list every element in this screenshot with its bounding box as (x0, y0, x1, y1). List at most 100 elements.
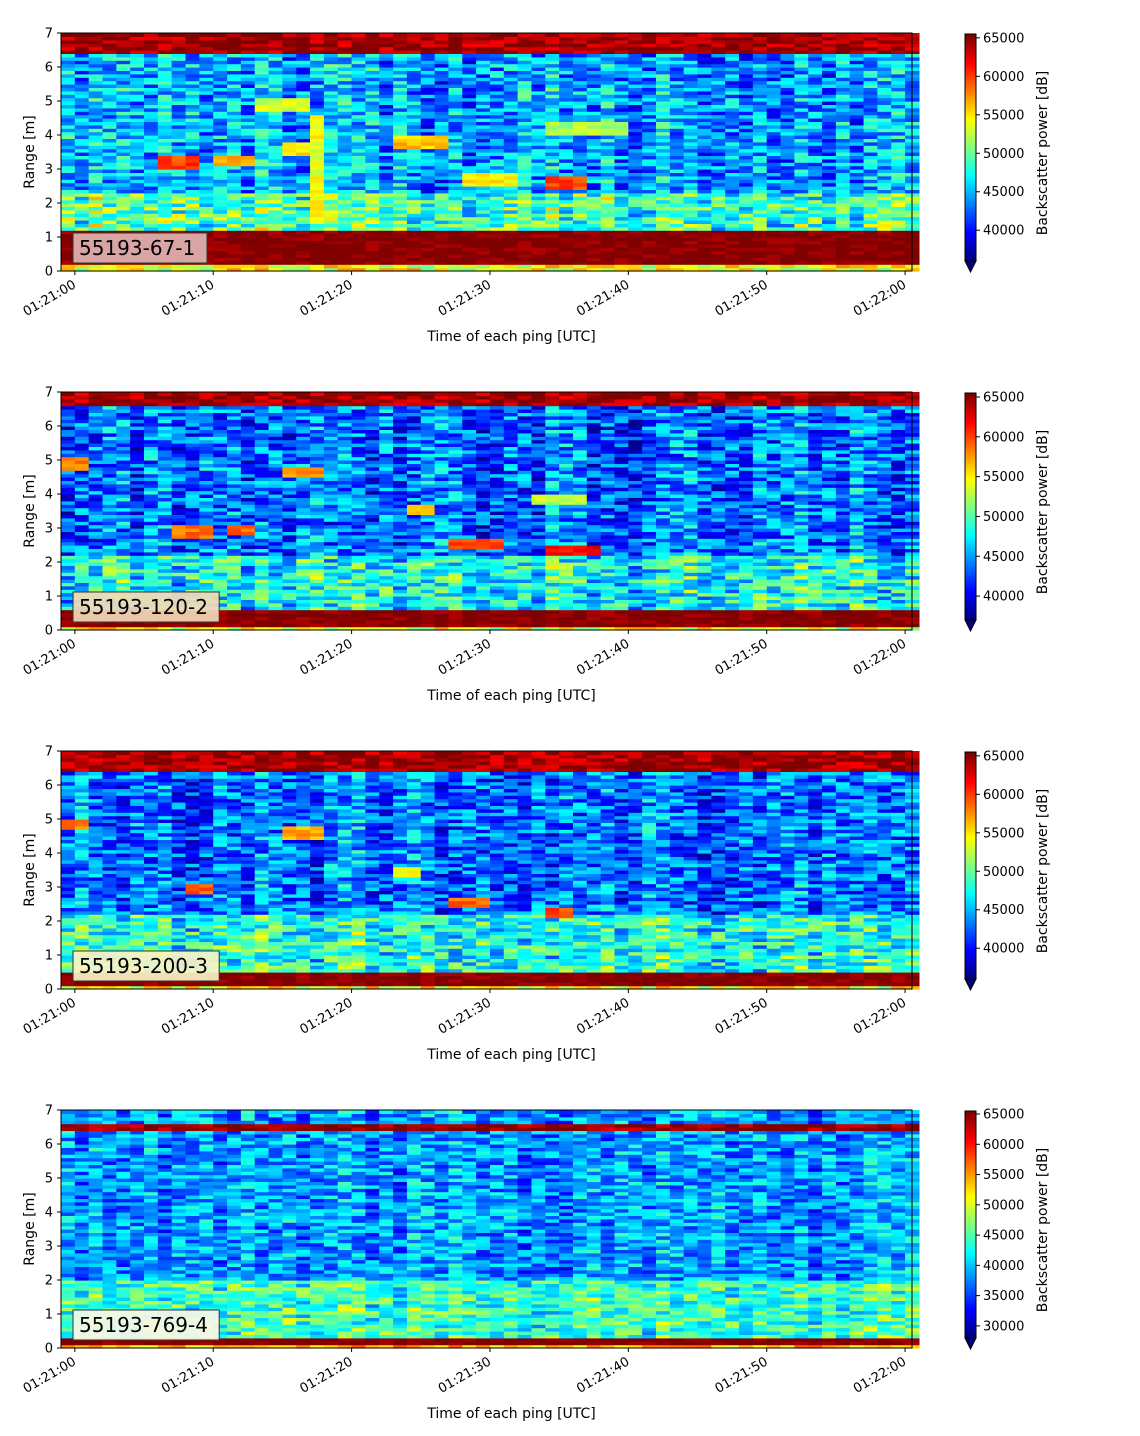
heatmap-cell (185, 189, 200, 194)
heatmap-cell (891, 36, 906, 41)
heatmap-cell (130, 422, 145, 427)
heatmap-cell (628, 158, 643, 163)
heatmap-cell (434, 56, 450, 61)
heatmap-cell (268, 220, 283, 224)
heatmap-cell (157, 107, 173, 112)
heatmap-cell (199, 220, 214, 224)
heatmap-cell (725, 223, 740, 228)
heatmap-cell (199, 148, 214, 153)
heatmap-cell (199, 230, 214, 235)
heatmap-cell (891, 63, 906, 68)
heatmap-cell (185, 267, 200, 272)
heatmap-cell (476, 80, 491, 85)
heatmap-cell (517, 189, 533, 194)
heatmap-cell (697, 131, 712, 136)
heatmap-cell (144, 56, 159, 61)
heatmap-cell (711, 39, 726, 44)
heatmap-cell (559, 124, 574, 129)
heatmap-cell (600, 148, 616, 153)
heatmap-cell (531, 220, 546, 224)
heatmap-cell (822, 114, 837, 119)
heatmap-cell (185, 111, 200, 116)
heatmap-cell (268, 267, 283, 272)
heatmap-cell (213, 90, 228, 95)
heatmap-cell (74, 555, 90, 560)
heatmap-cell (130, 460, 145, 464)
heatmap-cell (310, 206, 325, 211)
heatmap-cell (752, 104, 768, 109)
heatmap-cell (697, 233, 712, 238)
heatmap-cell (725, 254, 740, 258)
heatmap-cell (88, 169, 104, 173)
heatmap-cell (130, 483, 145, 488)
heatmap-cell (835, 233, 851, 238)
heatmap-cell (130, 541, 145, 546)
heatmap-cell (849, 60, 865, 65)
colorbar-segment (965, 129, 976, 133)
heatmap-cell (282, 233, 297, 238)
heatmap-cell (725, 247, 740, 252)
heatmap-cell (628, 237, 643, 241)
heatmap-cell (116, 267, 131, 272)
heatmap-cell (891, 186, 906, 190)
heatmap-cell (171, 84, 187, 88)
heatmap-cell (130, 220, 145, 224)
heatmap-cell (863, 165, 879, 170)
heatmap-cell (669, 175, 685, 180)
heatmap-cell (296, 43, 311, 48)
heatmap-cell (752, 67, 768, 71)
heatmap-cell (420, 104, 436, 109)
heatmap-cell (572, 73, 588, 78)
heatmap-cell (240, 233, 256, 238)
heatmap-cell (725, 118, 740, 122)
heatmap-cell (61, 470, 76, 475)
colorbar-segment (965, 204, 976, 208)
heatmap-cell (337, 220, 353, 224)
colorbar-tick-label: 45000 (983, 185, 1024, 200)
heatmap-cell (877, 84, 892, 88)
colorbar-segment (965, 217, 976, 221)
heatmap-cell (379, 213, 394, 218)
heatmap-cell (185, 158, 200, 163)
heatmap-cell (434, 254, 450, 258)
heatmap-cell (406, 43, 422, 48)
heatmap-cell (656, 192, 671, 197)
heatmap-cell (88, 175, 104, 180)
x-tick-label: 01:21:20 (298, 277, 356, 319)
heatmap-cell (448, 237, 463, 241)
heatmap-cell (808, 179, 823, 184)
heatmap-cell (642, 145, 657, 150)
heatmap-cell (476, 77, 491, 82)
heatmap-cell (808, 135, 823, 139)
heatmap-cell (434, 165, 450, 170)
heatmap-cell (144, 517, 159, 522)
colorbar-segment (965, 122, 976, 126)
heatmap-cell (351, 240, 367, 245)
heatmap-cell (406, 216, 422, 221)
heatmap-cell (351, 101, 367, 105)
heatmap-cell (545, 186, 560, 190)
heatmap-cell (268, 107, 283, 112)
heatmap-cell (61, 260, 76, 265)
heatmap-cell (628, 220, 643, 224)
heatmap-cell (74, 446, 90, 451)
heatmap-cell (116, 199, 131, 204)
heatmap-cell (88, 46, 104, 51)
heatmap-cell (434, 138, 450, 143)
heatmap-cell (102, 189, 117, 194)
heatmap-cell (116, 572, 131, 577)
heatmap-cell (752, 111, 768, 116)
heatmap-cell (780, 118, 795, 122)
heatmap-cell (254, 118, 270, 122)
heatmap-cell (711, 84, 726, 88)
colorbar-segment (965, 120, 976, 124)
heatmap-cell (877, 223, 892, 228)
heatmap-cell (157, 264, 173, 269)
heatmap-cell (88, 148, 104, 153)
heatmap-cell (863, 50, 879, 54)
heatmap-cell (559, 152, 574, 156)
heatmap-cell (144, 470, 159, 475)
heatmap-cell (642, 141, 657, 146)
heatmap-cell (683, 267, 699, 272)
heatmap-cell (213, 97, 228, 102)
